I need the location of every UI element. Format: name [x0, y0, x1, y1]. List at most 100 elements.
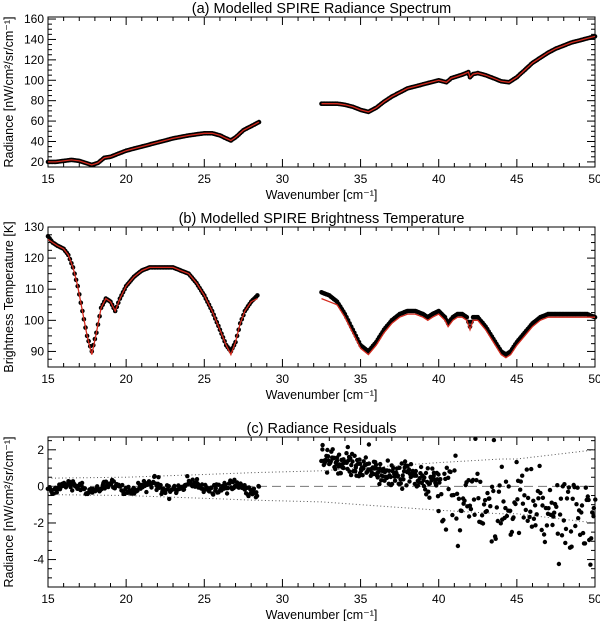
residual-point	[484, 508, 489, 514]
residual-point	[452, 468, 457, 473]
chart-title: (b) Modelled SPIRE Brightness Temperatur…	[179, 211, 465, 227]
residual-point	[192, 484, 198, 489]
residual-point	[456, 496, 462, 501]
residual-point	[467, 503, 473, 508]
residual-point	[427, 495, 432, 500]
residual-point	[537, 463, 542, 469]
data-point	[256, 119, 262, 125]
y-axis-label: Radiance [nW/cm²/sr/cm⁻¹]	[2, 436, 16, 587]
residual-point	[561, 518, 566, 523]
residual-point	[524, 467, 529, 472]
residual-point	[593, 497, 598, 502]
residual-point	[529, 466, 534, 472]
residual-point	[167, 496, 172, 502]
residual-point	[209, 485, 214, 490]
series-1	[45, 436, 598, 567]
residual-point	[377, 481, 382, 487]
residual-point	[363, 455, 368, 460]
residual-point	[459, 508, 464, 514]
residual-point	[503, 479, 509, 484]
residual-point	[485, 490, 490, 496]
residual-point	[149, 485, 154, 490]
residual-point	[158, 482, 163, 488]
residual-point	[454, 516, 459, 521]
residual-point	[515, 497, 520, 502]
residual-point	[181, 487, 187, 492]
residual-point	[562, 482, 567, 487]
residual-point	[513, 501, 518, 507]
y-axis-label: Brightness Temperature [K]	[2, 221, 16, 372]
residual-point	[51, 491, 56, 496]
series-2	[48, 35, 596, 166]
residual-point	[583, 485, 588, 490]
residual-point	[550, 522, 555, 528]
residual-point	[539, 527, 544, 533]
residual-point	[547, 487, 553, 493]
residual-point	[453, 453, 458, 458]
x-tick-label: 15	[41, 172, 55, 186]
residual-point	[481, 502, 487, 507]
residual-point	[388, 474, 393, 480]
residual-point	[334, 458, 340, 463]
residual-point	[541, 532, 547, 537]
residual-point	[389, 481, 395, 487]
residual-point	[379, 478, 384, 483]
residual-point	[423, 470, 429, 476]
y-tick-label: -2	[33, 516, 44, 530]
x-tick-label: 15	[41, 592, 55, 606]
residual-point	[565, 489, 571, 494]
residual-point	[466, 514, 472, 519]
residual-point	[256, 484, 262, 489]
residual-point	[480, 521, 486, 526]
y-tick-label: 120	[24, 53, 44, 67]
residual-point	[144, 489, 149, 495]
residual-point	[436, 508, 441, 514]
x-axis-label: Wavenumber [cm⁻¹]	[266, 608, 378, 621]
residual-point	[555, 483, 560, 488]
residual-point	[361, 466, 366, 471]
residual-point	[498, 521, 503, 526]
residual-point	[350, 459, 355, 464]
residual-point	[224, 491, 230, 496]
residual-point	[320, 442, 325, 448]
residual-point	[324, 470, 330, 475]
residual-point	[568, 529, 574, 534]
residual-point	[532, 503, 538, 508]
y-tick-label: 0	[37, 479, 44, 493]
residual-point	[437, 480, 442, 485]
residual-point	[251, 486, 257, 491]
residual-point	[489, 539, 494, 544]
residual-point	[216, 482, 221, 487]
residual-point	[361, 459, 366, 464]
residual-point	[330, 447, 335, 452]
x-tick-label: 40	[432, 592, 446, 606]
residual-point	[172, 483, 177, 489]
residual-point	[400, 486, 405, 491]
model-line-segment	[321, 297, 595, 359]
residual-point	[554, 504, 559, 509]
y-tick-label: 2	[37, 443, 44, 457]
residual-point	[489, 484, 495, 489]
x-axis-label: Wavenumber [cm⁻¹]	[266, 388, 378, 402]
x-tick-label: 30	[276, 172, 290, 186]
residual-point	[399, 461, 404, 466]
model-line-segment	[47, 238, 258, 357]
residual-point	[120, 482, 125, 488]
y-tick-label: 140	[24, 32, 44, 46]
residual-point	[491, 488, 496, 494]
residual-point	[536, 496, 541, 501]
x-tick-label: 20	[119, 372, 133, 386]
residual-point	[450, 512, 455, 518]
x-tick-label: 25	[198, 172, 212, 186]
residual-point	[325, 447, 330, 453]
residual-point	[474, 478, 479, 483]
residual-point	[576, 516, 581, 521]
residual-point	[522, 493, 527, 498]
residual-point	[386, 468, 392, 473]
residual-point	[348, 472, 354, 478]
residual-point	[470, 477, 476, 483]
residual-point	[579, 510, 584, 515]
residual-point	[579, 503, 585, 508]
residual-point	[415, 483, 421, 488]
